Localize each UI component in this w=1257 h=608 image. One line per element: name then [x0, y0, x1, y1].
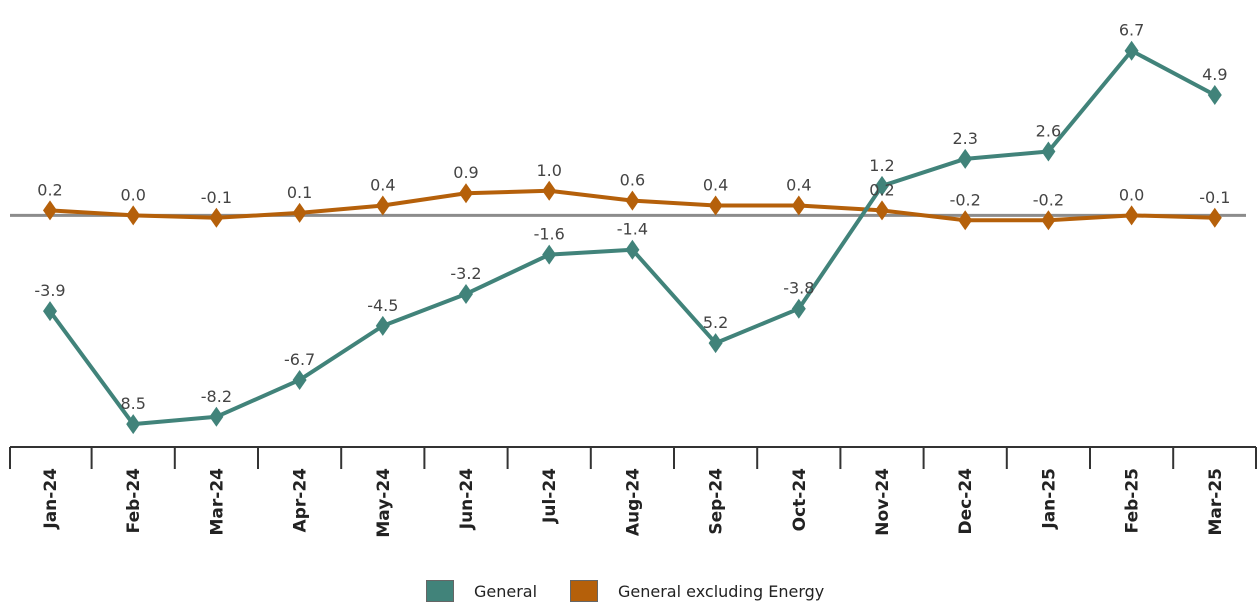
- data-point-general[interactable]: [126, 414, 141, 435]
- data-label-general-excluding-energy: 0.4: [703, 176, 728, 195]
- legend-label-general: General: [474, 581, 538, 601]
- data-point-general[interactable]: [43, 301, 57, 322]
- data-point-general[interactable]: [708, 333, 723, 354]
- series-general: [43, 40, 1222, 435]
- data-label-general: 6.7: [1119, 21, 1144, 40]
- data-label-general-excluding-energy: 0.0: [1119, 185, 1144, 204]
- data-point-general[interactable]: [958, 148, 973, 169]
- data-point-general-excluding-energy[interactable]: [875, 200, 889, 221]
- data-point-general-excluding-energy[interactable]: [292, 202, 307, 223]
- data-label-general-excluding-energy: -0.2: [950, 190, 981, 209]
- data-point-general[interactable]: [209, 406, 224, 427]
- x-tick-label: Jan-25: [1039, 468, 1059, 530]
- data-label-general-excluding-energy: 0.9: [453, 163, 478, 182]
- x-tick-label: Dec-24: [956, 468, 976, 535]
- x-tick-label: Mar-25: [1206, 468, 1226, 536]
- data-point-general[interactable]: [1041, 141, 1056, 162]
- data-label-general-excluding-energy: 0.4: [370, 176, 395, 195]
- data-point-general-excluding-energy[interactable]: [708, 195, 723, 216]
- x-tick-label: Aug-24: [623, 468, 643, 536]
- series-general-excluding-energy: [43, 180, 1222, 231]
- data-label-general-excluding-energy: 0.4: [786, 176, 811, 195]
- data-label-general-excluding-energy: 0.6: [620, 171, 645, 190]
- data-point-general-excluding-energy[interactable]: [542, 180, 557, 201]
- x-tick-label: Mar-24: [207, 468, 227, 536]
- data-label-general: 8.5: [120, 394, 145, 413]
- data-point-general-excluding-energy[interactable]: [43, 200, 57, 221]
- legend-swatch-general: [426, 580, 454, 602]
- data-label-general-excluding-energy: -0.1: [1199, 188, 1230, 207]
- data-label-general: -4.5: [367, 296, 398, 315]
- x-tick-label: Sep-24: [707, 468, 727, 535]
- legend-item-general[interactable]: General: [426, 574, 537, 608]
- data-label-general: -3.2: [450, 264, 481, 283]
- x-tick-label: Nov-24: [873, 468, 893, 536]
- data-point-general[interactable]: [625, 239, 640, 260]
- x-axis: [9, 446, 1257, 469]
- data-label-general: -8.2: [201, 387, 232, 406]
- data-point-general-excluding-energy[interactable]: [1041, 210, 1056, 231]
- data-point-general[interactable]: [1207, 84, 1222, 105]
- data-point-general[interactable]: [459, 283, 473, 304]
- data-label-general-excluding-energy: 0.1: [287, 183, 312, 202]
- data-point-general-excluding-energy[interactable]: [791, 195, 806, 216]
- data-label-general-excluding-energy: 1.0: [536, 161, 561, 180]
- legend-swatch-general-excluding-energy: [570, 580, 598, 602]
- data-labels: 0.2 0.0 -0.1 0.1 0.4 0.9 1.0 0.6 0.4 0.4 0.2 -0.2 -0…: [34, 21, 1230, 413]
- x-tick-label: Jan-24: [41, 468, 61, 530]
- data-point-general-excluding-energy[interactable]: [958, 210, 973, 231]
- data-point-general-excluding-energy[interactable]: [126, 205, 141, 226]
- legend-item-general-excluding-energy[interactable]: General excluding Energy: [570, 574, 824, 608]
- data-point-general[interactable]: [791, 298, 806, 319]
- x-tick-label: May-24: [374, 468, 394, 538]
- data-label-general: 5.2: [703, 313, 728, 332]
- x-tick-label: Apr-24: [291, 468, 311, 533]
- data-label-general-excluding-energy: -0.2: [1033, 190, 1064, 209]
- data-point-general-excluding-energy[interactable]: [625, 190, 640, 211]
- data-point-general-excluding-energy[interactable]: [1124, 205, 1139, 226]
- data-label-general: 1.2: [869, 156, 894, 175]
- data-label-general: -1.4: [617, 220, 648, 239]
- data-label-general: -1.6: [534, 225, 565, 244]
- data-label-general-excluding-energy: 0.0: [120, 185, 145, 204]
- data-label-general-excluding-energy: -0.1: [201, 188, 232, 207]
- data-label-general-excluding-energy: 0.2: [869, 180, 894, 199]
- series-layer: [43, 40, 1222, 435]
- x-tick-label: Feb-24: [124, 468, 144, 534]
- data-label-general-excluding-energy: 0.2: [37, 180, 62, 199]
- legend-label-general-excluding-energy: General excluding Energy: [618, 581, 825, 601]
- data-label-general: -3.9: [34, 281, 65, 300]
- data-label-general: -3.8: [783, 279, 814, 298]
- data-point-general-excluding-energy[interactable]: [459, 183, 473, 204]
- data-point-general-excluding-energy[interactable]: [1207, 207, 1222, 228]
- x-tick-label: Jun-24: [457, 468, 477, 530]
- x-tick-label: Feb-25: [1123, 468, 1143, 533]
- data-label-general: 4.9: [1202, 65, 1227, 84]
- data-point-general-excluding-energy[interactable]: [375, 195, 390, 216]
- data-label-general: 2.3: [952, 129, 977, 148]
- x-tick-label: Jul-24: [540, 468, 560, 524]
- data-point-general[interactable]: [292, 369, 307, 390]
- data-point-general[interactable]: [542, 244, 557, 265]
- data-point-general[interactable]: [1124, 40, 1139, 61]
- legend: General General excluding Energy: [0, 574, 1257, 608]
- data-point-general[interactable]: [875, 175, 889, 196]
- x-tick-labels: Jan-24 Feb-24 Mar-24 Apr-24 May-24 Jun-24 Jul-…: [41, 468, 1226, 538]
- data-point-general-excluding-energy[interactable]: [209, 207, 224, 228]
- data-label-general: -6.7: [284, 350, 315, 369]
- line-chart: 0.2 0.0 -0.1 0.1 0.4 0.9 1.0 0.6 0.4 0.4 0.2 -0.2 -0…: [9, 21, 1257, 538]
- x-tick-label: Oct-24: [790, 468, 810, 532]
- data-label-general: 2.6: [1036, 121, 1061, 140]
- data-point-general[interactable]: [375, 315, 390, 336]
